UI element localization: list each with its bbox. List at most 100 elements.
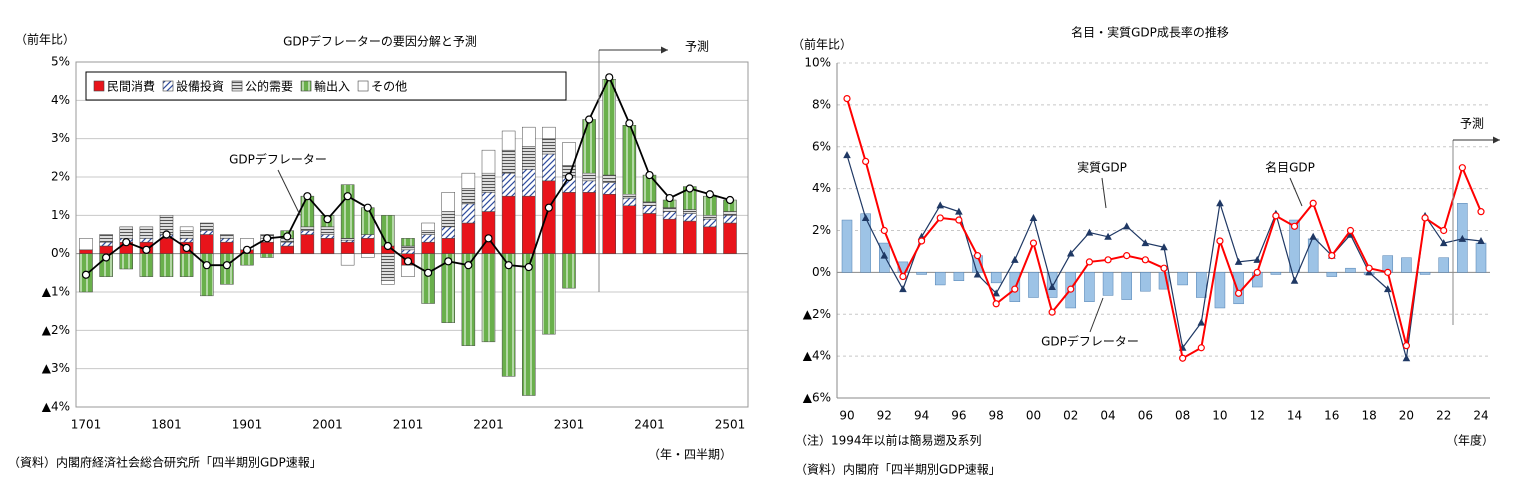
bar: [562, 192, 576, 254]
bar: [361, 234, 375, 239]
marker: [1421, 214, 1429, 222]
note: （注）1994年以前は簡易遡及系列: [795, 433, 982, 448]
marker: [605, 73, 614, 82]
bar: [461, 253, 476, 346]
y-tick-label: 1%: [51, 208, 70, 222]
marker: [843, 151, 851, 159]
bar: [481, 149, 496, 174]
marker: [973, 252, 982, 260]
marker: [880, 251, 889, 259]
legend: 民間消費 設備投資 公的需要 輸出入 その他: [85, 71, 567, 101]
forecast-label: 予測: [1460, 117, 1484, 131]
marker: [1048, 283, 1056, 291]
bar: [522, 146, 536, 170]
x-tick-label: 22: [1436, 409, 1451, 423]
bar: [1345, 267, 1356, 273]
source: （資料）内閣府経済社会総合研究所「四半期別GDP速報」: [8, 455, 322, 470]
marker: [1197, 318, 1206, 326]
bar: [522, 169, 536, 197]
bar: [240, 253, 254, 266]
legend-label: 設備投資: [176, 79, 224, 94]
bar: [542, 126, 556, 139]
marker: [303, 192, 312, 201]
marker: [955, 207, 963, 215]
bar: [99, 234, 113, 243]
bar: [421, 253, 435, 304]
legend-swatch: [231, 80, 243, 92]
bar: [723, 215, 737, 224]
bar: [421, 230, 435, 235]
x-tick-label: 98: [989, 409, 1004, 423]
x-tick-label: 08: [1175, 409, 1190, 423]
plot-frame: [75, 61, 749, 408]
marker: [343, 192, 352, 201]
x-tick-label: 2001: [312, 418, 343, 432]
x-tick-label: 2501: [715, 418, 746, 432]
bar: [179, 230, 194, 239]
marker: [142, 245, 151, 254]
marker: [1011, 255, 1019, 263]
marker: [1141, 239, 1150, 247]
marker: [1160, 264, 1168, 272]
bar: [461, 188, 476, 205]
marker: [843, 94, 851, 103]
y-tick-label: 2%: [812, 223, 831, 237]
marker: [665, 193, 674, 203]
y-tick-label: ▲2%: [803, 307, 831, 321]
bar: [320, 238, 335, 254]
x-tick-label: 10: [1212, 409, 1227, 423]
marker: [383, 241, 392, 251]
bar: [860, 213, 871, 273]
bar: [622, 205, 637, 254]
marker: [504, 261, 513, 270]
bar: [401, 249, 415, 254]
marker: [242, 245, 252, 254]
title: 名目・実質GDP成長率の推移: [1071, 25, 1229, 40]
marker: [1402, 342, 1411, 350]
marker: [685, 184, 694, 193]
bar: [501, 195, 516, 254]
marker: [936, 214, 944, 222]
bar: [119, 253, 133, 270]
marker: [464, 261, 473, 270]
marker: [1160, 243, 1168, 251]
series-label: GDPデフレーター: [1041, 334, 1139, 349]
bar: [340, 253, 355, 266]
forecast-arrowhead: [1493, 136, 1500, 144]
x-tick-label: 04: [1100, 409, 1115, 423]
bar: [441, 211, 455, 228]
series-label: GDPデフレーター: [229, 152, 327, 167]
marker: [705, 190, 714, 199]
bar: [542, 180, 556, 254]
bar: [280, 241, 294, 247]
series-label: 名目GDP: [1265, 160, 1315, 175]
marker: [861, 213, 870, 221]
y-tick-label: 10%: [804, 56, 831, 70]
label-leader: [1101, 177, 1107, 209]
marker: [424, 268, 433, 277]
marker: [162, 230, 171, 239]
bar: [990, 272, 1002, 284]
y-tick-label: 0%: [812, 265, 831, 279]
bar: [280, 245, 294, 254]
bar: [683, 209, 697, 214]
marker: [81, 270, 91, 279]
bar: [562, 142, 576, 166]
bar: [602, 194, 616, 254]
bar: [461, 222, 476, 254]
bar: [522, 126, 536, 147]
x-tick-label: 2401: [634, 418, 665, 432]
bar: [220, 234, 234, 239]
y-label: （前年比）: [792, 37, 852, 52]
bar: [401, 238, 415, 247]
bar: [139, 226, 154, 239]
marker: [992, 300, 1000, 308]
marker: [1048, 308, 1056, 316]
bar: [1401, 257, 1412, 273]
bar: [441, 253, 455, 323]
marker: [1253, 255, 1262, 263]
x-tick-label: 1801: [151, 418, 182, 432]
bar: [200, 222, 214, 231]
bar: [683, 220, 697, 254]
